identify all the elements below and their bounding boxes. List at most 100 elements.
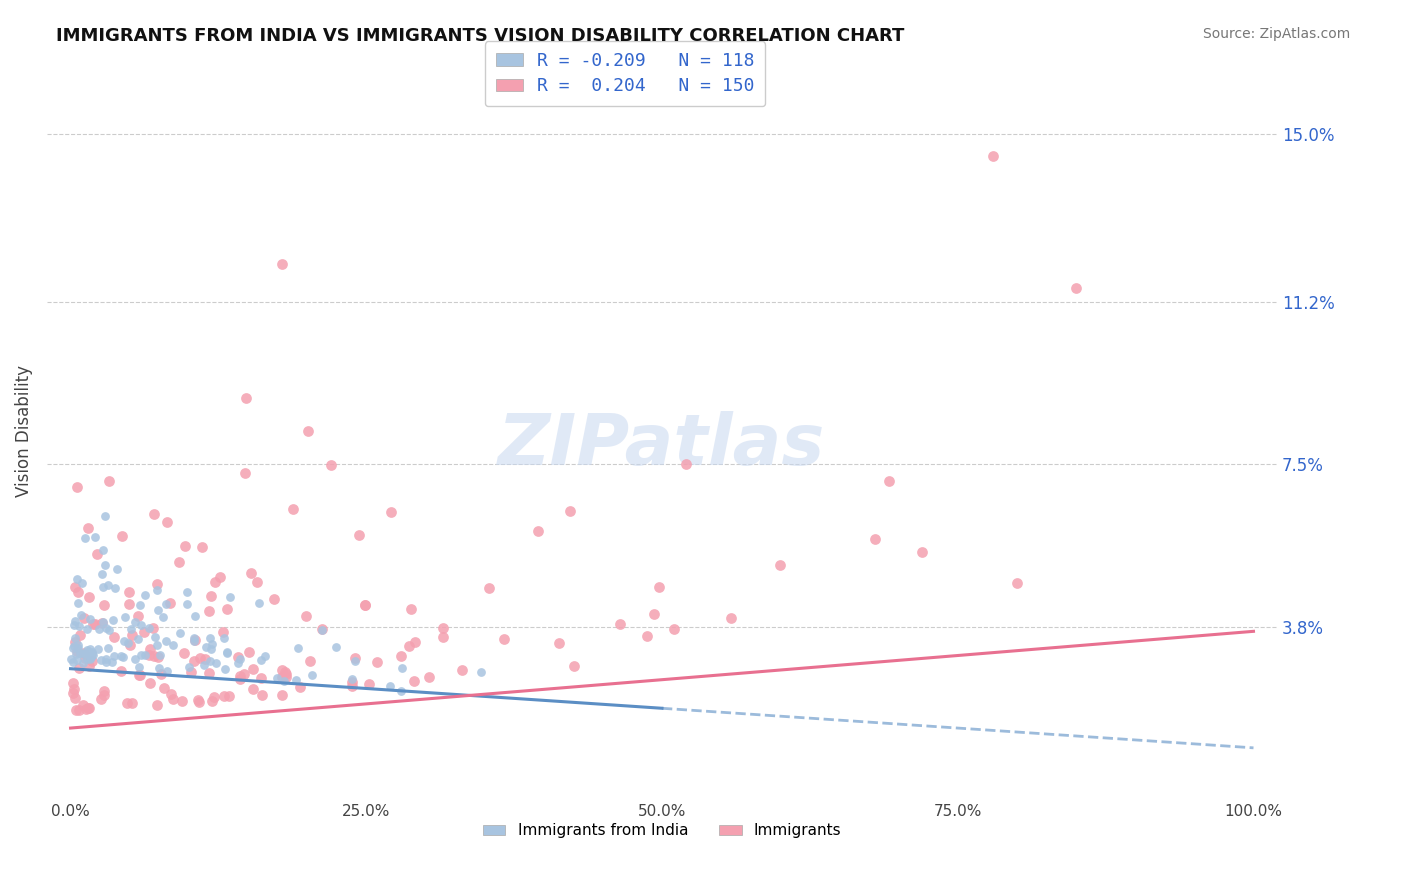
Point [636,629,658,643]
Point [66,643,89,657]
Point [349,528,371,542]
Point [73,531,96,545]
Point [238,645,260,659]
Point [70,607,93,622]
Point [105,562,128,576]
Point [63,635,86,649]
Point [79,642,101,657]
Point [66,572,89,586]
Point [201,694,224,708]
Point [176,597,198,611]
Point [235,391,257,405]
Point [97,623,120,637]
Point [276,670,298,684]
Text: IMMIGRANTS FROM INDIA VS IMMIGRANTS VISION DISABILITY CORRELATION CHART: IMMIGRANTS FROM INDIA VS IMMIGRANTS VISI… [56,27,904,45]
Point [274,666,297,681]
Point [70,576,93,591]
Legend: Immigrants from India, Immigrants: Immigrants from India, Immigrants [477,817,848,845]
Point [432,631,454,645]
Point [204,575,226,590]
Point [62,675,84,690]
Point [120,638,142,652]
Point [173,539,195,553]
Point [67,661,90,675]
Point [138,641,160,656]
Point [138,648,160,663]
Point [145,630,167,644]
Point [162,691,184,706]
Point [94,652,117,666]
Point [647,580,669,594]
Point [69,646,91,660]
Point [86,641,108,656]
Point [239,566,262,581]
Point [183,632,205,646]
Point [65,580,87,594]
Point [720,610,742,624]
Point [63,614,86,628]
Point [344,654,367,668]
Point [98,474,121,488]
Point [62,655,84,669]
Point [233,466,256,480]
Point [284,673,307,687]
Point [340,672,363,686]
Point [66,596,89,610]
Point [170,693,193,707]
Point [173,646,195,660]
Point [101,655,124,669]
Point [62,685,84,699]
Point [127,632,149,646]
Point [152,610,174,624]
Point [146,577,169,591]
Point [311,623,333,637]
Point [101,614,124,628]
Point [66,640,89,655]
Point [60,651,83,665]
Point [169,626,191,640]
Point [127,609,149,624]
Point [66,479,89,493]
Point [159,595,181,609]
Point [242,662,264,676]
Point [156,515,179,529]
Point [93,598,115,612]
Point [197,665,219,680]
Point [366,655,388,669]
Point [246,575,269,590]
Point [104,581,127,595]
Point [911,545,934,559]
Point [63,640,86,654]
Point [124,615,146,630]
Point [65,703,87,717]
Point [72,610,94,624]
Point [84,530,107,544]
Point [271,257,294,271]
Point [146,649,169,664]
Point [299,654,322,668]
Point [82,654,104,668]
Point [90,691,112,706]
Point [87,623,110,637]
Point [94,655,117,669]
Point [75,702,97,716]
Point [80,645,103,659]
Point [198,604,221,618]
Point [77,645,100,659]
Point [229,669,252,683]
Point [97,578,120,592]
Point [132,625,155,640]
Point [229,672,252,686]
Point [399,602,422,616]
Point [353,598,375,612]
Point [103,630,125,644]
Point [118,585,141,599]
Point [250,653,273,667]
Point [93,684,115,698]
Point [93,688,115,702]
Point [65,647,87,661]
Point [90,567,112,582]
Point [281,502,304,516]
Point [232,666,254,681]
Point [128,668,150,682]
